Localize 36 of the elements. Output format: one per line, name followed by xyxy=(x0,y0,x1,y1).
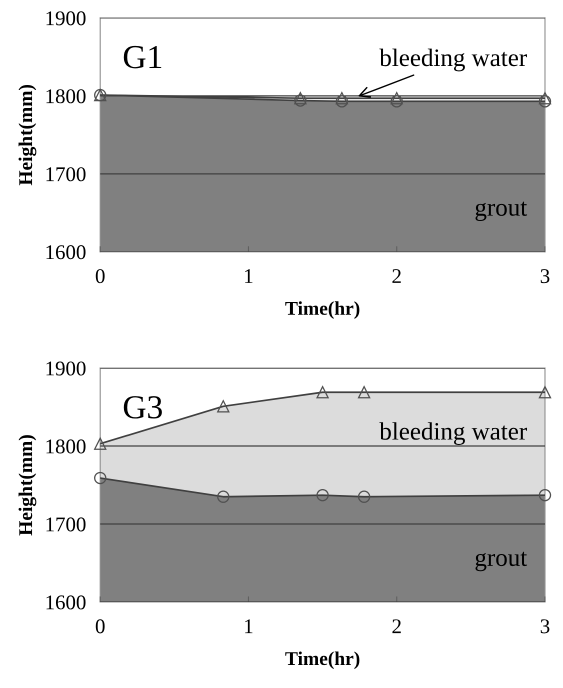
point xyxy=(336,95,348,108)
annotation: bleeding water xyxy=(379,48,527,72)
point xyxy=(358,490,370,503)
point xyxy=(294,94,307,107)
annotation: G3 xyxy=(124,396,162,419)
y-tick-label: 1900 xyxy=(46,11,86,26)
point xyxy=(94,88,106,102)
annotation: G1 xyxy=(124,46,162,68)
x-axis-title: Time(hr) xyxy=(285,301,360,319)
point xyxy=(390,95,403,108)
point xyxy=(538,488,552,502)
annotation: grout xyxy=(476,202,528,222)
annotation: bleeding water xyxy=(379,422,527,445)
point xyxy=(94,472,106,484)
x-axis-title: Time(hr) xyxy=(285,651,360,670)
y-tick-label: 1700 xyxy=(46,167,86,182)
y-tick-label: 1800 xyxy=(46,439,86,454)
x-tick-label: 0 xyxy=(96,619,105,634)
x-tick-label: 3 xyxy=(540,269,550,284)
y-tick-label: 1700 xyxy=(46,517,86,532)
point xyxy=(217,490,230,503)
y-tick-label: 1900 xyxy=(46,361,86,376)
x-tick-label: 0 xyxy=(96,269,105,284)
y-tick-label: 1600 xyxy=(46,595,86,610)
y-axis-title: Height(mm) xyxy=(18,435,36,536)
annotation: grout xyxy=(476,552,528,572)
x-tick-label: 1 xyxy=(245,619,252,634)
x-tick-label: 3 xyxy=(540,619,550,634)
x-tick-label: 2 xyxy=(392,269,401,283)
x-tick-label: 1 xyxy=(245,269,252,283)
y-tick-label: 1600 xyxy=(46,245,86,260)
point xyxy=(538,95,552,108)
point xyxy=(316,488,329,502)
y-tick-label: 1800 xyxy=(46,89,86,104)
y-axis-title: Height(mm) xyxy=(18,84,36,186)
x-tick-label: 2 xyxy=(392,619,401,634)
